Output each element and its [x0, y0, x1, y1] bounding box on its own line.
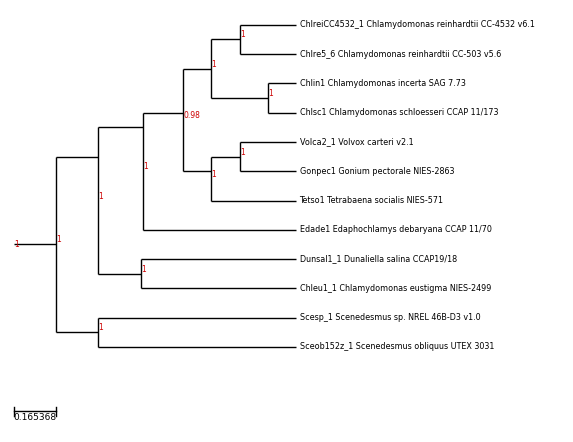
Text: Chlin1 Chlamydomonas incerta SAG 7.73: Chlin1 Chlamydomonas incerta SAG 7.73 [300, 79, 465, 88]
Text: 1: 1 [211, 170, 216, 179]
Text: Dunsal1_1 Dunaliella salina CCAP19/18: Dunsal1_1 Dunaliella salina CCAP19/18 [300, 255, 457, 263]
Text: Volca2_1 Volvox carteri v2.1: Volca2_1 Volvox carteri v2.1 [300, 137, 413, 146]
Text: 1: 1 [211, 60, 216, 69]
Text: 1: 1 [14, 240, 19, 249]
Text: 1: 1 [240, 30, 245, 39]
Text: 1: 1 [99, 191, 103, 201]
Text: 0.165368: 0.165368 [13, 412, 56, 422]
Text: Edade1 Edaphochlamys debaryana CCAP 11/70: Edade1 Edaphochlamys debaryana CCAP 11/7… [300, 225, 492, 234]
Text: 1: 1 [99, 323, 103, 332]
Text: 1: 1 [240, 148, 245, 156]
Text: Gonpec1 Gonium pectorale NIES-2863: Gonpec1 Gonium pectorale NIES-2863 [300, 167, 454, 176]
Text: Chleu1_1 Chlamydomonas eustigma NIES-2499: Chleu1_1 Chlamydomonas eustigma NIES-249… [300, 284, 491, 293]
Text: ChlreiCC4532_1 Chlamydomonas reinhardtii CC-4532 v6.1: ChlreiCC4532_1 Chlamydomonas reinhardtii… [300, 20, 535, 29]
Text: 1: 1 [141, 265, 146, 274]
Text: 0.98: 0.98 [183, 111, 200, 120]
Text: 1: 1 [143, 162, 147, 171]
Text: Scesp_1 Scenedesmus sp. NREL 46B-D3 v1.0: Scesp_1 Scenedesmus sp. NREL 46B-D3 v1.0 [300, 313, 480, 322]
Text: Chlsc1 Chlamydomonas schloesseri CCAP 11/173: Chlsc1 Chlamydomonas schloesseri CCAP 11… [300, 108, 498, 117]
Text: 1: 1 [56, 236, 61, 244]
Text: Tetso1 Tetrabaena socialis NIES-571: Tetso1 Tetrabaena socialis NIES-571 [300, 196, 444, 205]
Text: Chlre5_6 Chlamydomonas reinhardtii CC-503 v5.6: Chlre5_6 Chlamydomonas reinhardtii CC-50… [300, 50, 501, 59]
Text: Sceob152z_1 Scenedesmus obliquus UTEX 3031: Sceob152z_1 Scenedesmus obliquus UTEX 30… [300, 343, 494, 351]
Text: 1: 1 [268, 89, 273, 98]
